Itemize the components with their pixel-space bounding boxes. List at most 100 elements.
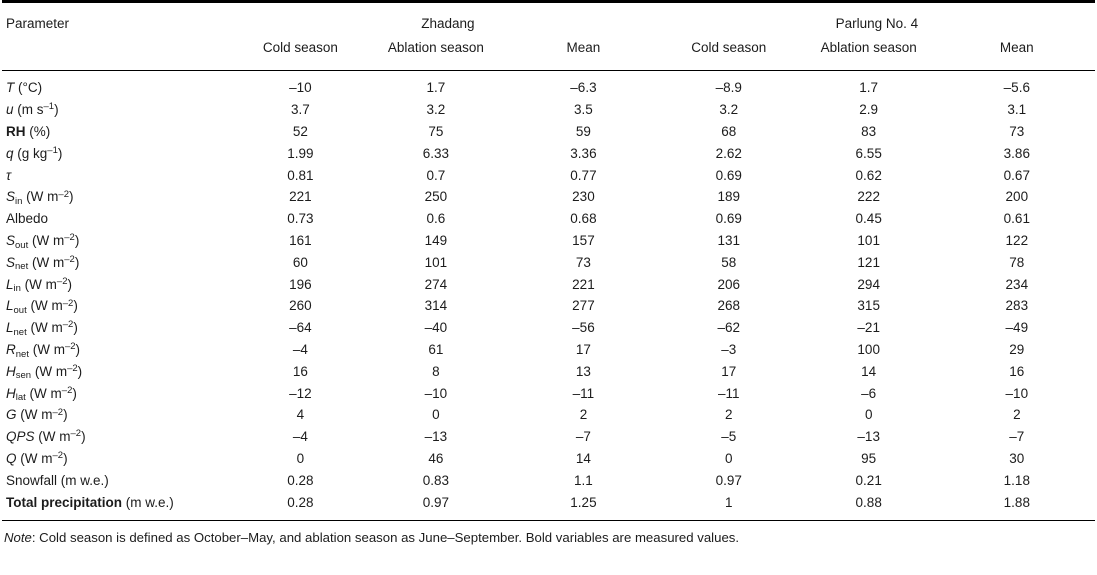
cell-value: 75: [428, 123, 444, 139]
table-row: Lnet (W m–2) –64 –40 –56 –62 –21 –49: [2, 317, 1095, 339]
cell-value: 0.83: [422, 472, 450, 488]
table-row: Lin (W m–2) 196 274 221 206 294 234: [2, 273, 1095, 295]
cell-value: 230: [572, 189, 595, 205]
table-row: QPS (W m–2) –4 –13 –7 –5 –13 –7: [2, 426, 1095, 448]
cell-value: 1.99: [287, 145, 314, 161]
table-row: τ 0.81 0.7 0.77 0.69 0.62 0.67: [2, 164, 1095, 186]
cell-value: 200: [1005, 189, 1029, 205]
cell-value: –5: [721, 429, 737, 445]
cell-value: –11: [718, 385, 740, 401]
cell-value: 314: [424, 298, 448, 314]
cell-value: 3.5: [574, 102, 593, 118]
param-label: G (W m–2): [6, 406, 68, 423]
table-row: Lout (W m–2) 260 314 277 268 315 283: [2, 295, 1095, 317]
cell-value: 250: [424, 189, 448, 205]
cell-value: –62: [717, 320, 741, 336]
table-note: Note: Cold season is defined as October–…: [2, 521, 1095, 545]
cell-value: 0.62: [855, 167, 882, 183]
cell-value: –4: [292, 341, 308, 357]
note-label: Note: [4, 529, 32, 545]
cell-value: 3.86: [1003, 145, 1030, 161]
col-header-zhadang-cold: Cold season: [262, 40, 338, 55]
cell-value: 1.88: [1003, 494, 1030, 510]
cell-value: 1.1: [574, 472, 593, 488]
header-row-groups: Parameter Zhadang Parlung No. 4: [2, 2, 1095, 34]
cell-value: 0.73: [287, 211, 314, 227]
cell-value: 0: [725, 450, 733, 466]
cell-value: 29: [1009, 341, 1025, 357]
cell-value: 268: [717, 298, 741, 314]
cell-value: 206: [717, 276, 741, 292]
param-label: QPS (W m–2): [6, 428, 86, 445]
table-row: Hlat (W m–2) –12 –10 –11 –11 –6 –10: [2, 382, 1095, 404]
cell-value: 0.7: [426, 167, 446, 183]
header-row-seasons: Cold season Ablation season Mean Cold se…: [2, 33, 1095, 71]
cell-value: 277: [572, 298, 595, 314]
cell-value: 221: [289, 189, 312, 205]
cell-value: 3.7: [290, 102, 310, 118]
cell-value: 46: [428, 450, 444, 466]
cell-value: 2.9: [859, 102, 879, 118]
param-label: Sin (W m–2): [6, 188, 74, 208]
param-label: Rnet (W m–2): [6, 341, 81, 360]
cell-value: 0.77: [570, 167, 597, 183]
table-row: T (°C) –10 1.7 –6.3 –8.9 1.7 –5.6: [2, 71, 1095, 99]
cell-value: 6.55: [855, 145, 882, 161]
table-row: RH (%) 52 75 59 68 83 73: [2, 121, 1095, 143]
table-row: Q (W m–2) 0 46 14 0 95 30: [2, 448, 1095, 470]
cell-value: 0: [296, 450, 305, 466]
param-label: Lin (W m–2): [6, 275, 72, 295]
table-header: Parameter Zhadang Parlung No. 4 Cold sea…: [2, 2, 1095, 71]
cell-value: 78: [1009, 254, 1025, 270]
cell-value: –7: [575, 429, 591, 445]
col-header-parameter: Parameter: [6, 16, 70, 31]
cell-value: 189: [717, 189, 741, 205]
col-header-zhadang-ablation: Ablation season: [387, 40, 484, 55]
cell-value: 8: [432, 363, 440, 379]
cell-value: 2: [725, 407, 733, 423]
param-label: Albedo: [6, 211, 49, 227]
cell-value: 0.68: [570, 211, 597, 227]
cell-value: 4: [296, 407, 305, 423]
cell-value: 0.69: [715, 211, 742, 227]
param-label: Lout (W m–2): [6, 297, 78, 317]
param-label: u (m s–1): [6, 101, 59, 118]
param-label: T (°C): [6, 80, 43, 96]
cell-value: –21: [857, 320, 880, 336]
cell-value: 61: [428, 341, 444, 357]
table-row: Sin (W m–2) 221 250 230 189 222 200: [2, 186, 1095, 208]
cell-value: 161: [289, 232, 312, 248]
cell-value: –12: [289, 385, 312, 401]
parameters-table: Parameter Zhadang Parlung No. 4 Cold sea…: [2, 0, 1095, 521]
col-header-zhadang-mean: Mean: [566, 40, 601, 55]
cell-value: 0: [864, 407, 873, 423]
cell-value: –10: [424, 385, 448, 401]
table-row: q (g kg–1) 1.99 6.33 3.36 2.62 6.55 3.86: [2, 142, 1095, 164]
cell-value: 274: [424, 276, 448, 292]
cell-value: 83: [861, 123, 877, 139]
col-group-parlung: Parlung No. 4: [835, 16, 919, 31]
cell-value: 234: [1005, 276, 1029, 292]
cell-value: 221: [572, 276, 595, 292]
param-label: Snowfall (m w.e.): [6, 472, 109, 488]
table-row: Albedo 0.73 0.6 0.68 0.69 0.45 0.61: [2, 208, 1095, 230]
cell-value: 95: [861, 450, 877, 466]
cell-value: –6: [861, 385, 877, 401]
cell-value: 315: [857, 298, 880, 314]
col-group-zhadang: Zhadang: [421, 16, 475, 31]
cell-value: –64: [289, 320, 312, 336]
table-row: Total precipitation (m w.e.) 0.28 0.97 1.25…: [2, 491, 1095, 520]
cell-value: 0.28: [287, 494, 314, 510]
param-label: Total precipitation (m w.e.): [6, 494, 174, 510]
param-label: Snet (W m–2): [6, 254, 80, 273]
cell-value: 260: [289, 298, 312, 314]
cell-value: 0.6: [426, 211, 446, 227]
cell-value: 52: [292, 123, 308, 139]
param-label: RH (%): [6, 123, 51, 139]
note-text: : Cold season is defined as October–May,…: [31, 529, 740, 545]
cell-value: 283: [1005, 298, 1029, 314]
cell-value: 3.2: [426, 102, 446, 118]
cell-value: 17: [575, 341, 591, 357]
cell-value: 73: [575, 254, 591, 270]
cell-value: 121: [857, 254, 880, 270]
